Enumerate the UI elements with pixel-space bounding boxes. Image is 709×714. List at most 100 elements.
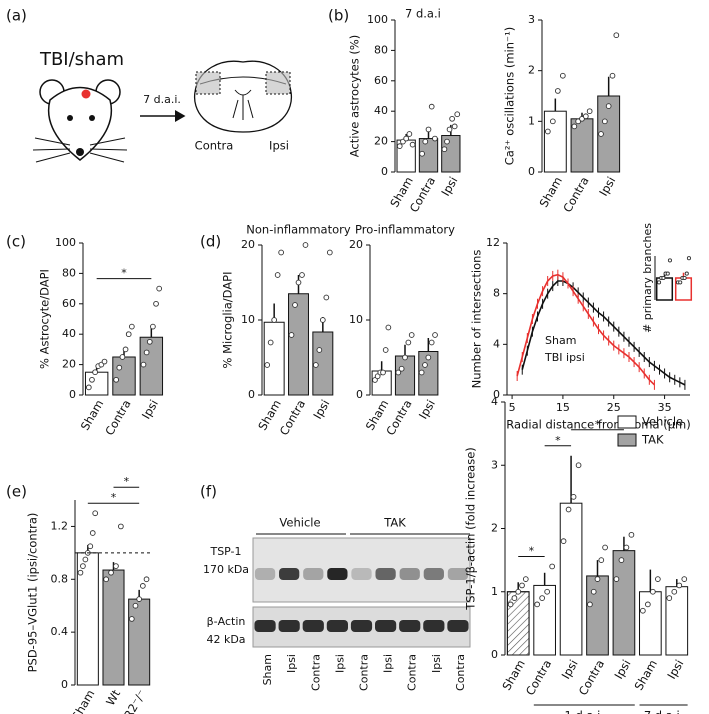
data-point (676, 582, 683, 589)
data-point (623, 544, 630, 551)
blot-row-size: 170 kDa (203, 563, 249, 576)
x-tick-label: Ipsi (416, 397, 438, 421)
y-tick-label: 20 (241, 238, 255, 251)
mouse-eye (67, 115, 73, 121)
y-tick-label: 12 (486, 236, 500, 249)
data-point (278, 249, 285, 256)
blot-band (399, 568, 420, 580)
x-tick-label: Contra (576, 657, 607, 697)
data-point (671, 588, 678, 595)
data-point (560, 538, 567, 545)
data-point (582, 113, 589, 120)
data-point (89, 530, 96, 536)
data-point (534, 601, 540, 608)
data-point (575, 118, 582, 125)
blot-band (254, 620, 276, 632)
data-point (406, 131, 413, 137)
side-label: Ipsi (269, 139, 289, 153)
y-axis-label: Ca²⁺ oscillations (min⁻¹) (503, 27, 517, 165)
y-tick-label: 0 (356, 388, 363, 401)
blot-lane-label: Sham (261, 654, 274, 685)
blot-band (447, 620, 469, 632)
injury-site (81, 89, 91, 99)
data-point (146, 338, 153, 345)
data-point (422, 362, 428, 368)
bar (612, 550, 636, 656)
data-point (125, 331, 132, 338)
bar (559, 502, 583, 656)
x-tick-label: 25 (607, 401, 621, 414)
y-tick-label: 60 (374, 74, 388, 87)
blot-band (399, 620, 421, 632)
data-point (374, 373, 381, 380)
data-point (380, 369, 386, 376)
data-point (274, 272, 281, 278)
data-point (549, 118, 556, 125)
data-point (408, 332, 415, 338)
panel-label: (b) (328, 7, 349, 25)
chart-title: 7 d.a.i (405, 7, 441, 21)
data-point (554, 88, 561, 94)
panel-label: (f) (200, 483, 217, 501)
data-point (395, 369, 402, 376)
data-point (128, 323, 135, 330)
panel-label: (a) (6, 7, 27, 25)
legend-label: TBI ipsi (544, 351, 585, 364)
significance-label: * (121, 267, 127, 280)
data-point (571, 123, 578, 130)
y-tick-label: 0 (248, 388, 255, 401)
data-point (89, 376, 95, 383)
data-point (156, 285, 163, 292)
data-point (565, 506, 572, 513)
y-axis-label: % Microglia/DAPI (221, 272, 235, 369)
blot-band (375, 568, 396, 580)
data-point (398, 365, 405, 372)
data-point (454, 111, 461, 118)
line-series (516, 273, 655, 386)
data-point (432, 135, 438, 142)
y-tick-label: 20 (62, 358, 76, 371)
y-tick-label: 3 (528, 13, 535, 26)
data-point (602, 544, 608, 551)
data-point (143, 349, 150, 356)
data-point (140, 361, 147, 368)
blot-lane-label: Contra (309, 654, 322, 691)
data-point (609, 72, 616, 79)
data-point (655, 576, 661, 582)
blot-band (447, 568, 469, 580)
data-point (299, 272, 305, 278)
significance-label: * (111, 491, 117, 504)
data-point (507, 601, 514, 608)
data-point (422, 138, 429, 145)
roi-contra (195, 71, 221, 95)
data-point (515, 588, 522, 595)
diagram-label: TBI/sham (39, 49, 124, 70)
legend-label: Sham (545, 334, 576, 347)
data-point (288, 332, 295, 338)
chart-title: Pro-inflammatory (355, 223, 455, 237)
data-point (656, 280, 662, 285)
data-point (539, 595, 545, 601)
legend-swatch (617, 415, 637, 429)
data-point (119, 354, 126, 360)
y-tick-label: 40 (374, 104, 388, 117)
blot-band (350, 620, 373, 632)
x-tick-label: Sham (631, 657, 660, 692)
data-point (446, 126, 453, 133)
bar (128, 598, 151, 686)
bar (263, 321, 285, 396)
data-point (295, 279, 302, 286)
side-label: Contra (195, 139, 234, 153)
x-tick-label: 35 (658, 401, 672, 414)
blot-row-name: TSP-1 (209, 545, 241, 558)
data-point (587, 601, 593, 608)
group-label: 1 d.a.i. (565, 709, 604, 714)
x-tick-label: Contra (523, 657, 554, 697)
blot-lane-label: Contra (358, 654, 371, 691)
data-point (85, 384, 92, 391)
mouse-nose (76, 148, 84, 156)
y-axis-label: TSP-1/β-actin (fold increase) (464, 447, 478, 611)
data-point (544, 128, 551, 135)
y-tick-label: 0 (528, 165, 535, 178)
